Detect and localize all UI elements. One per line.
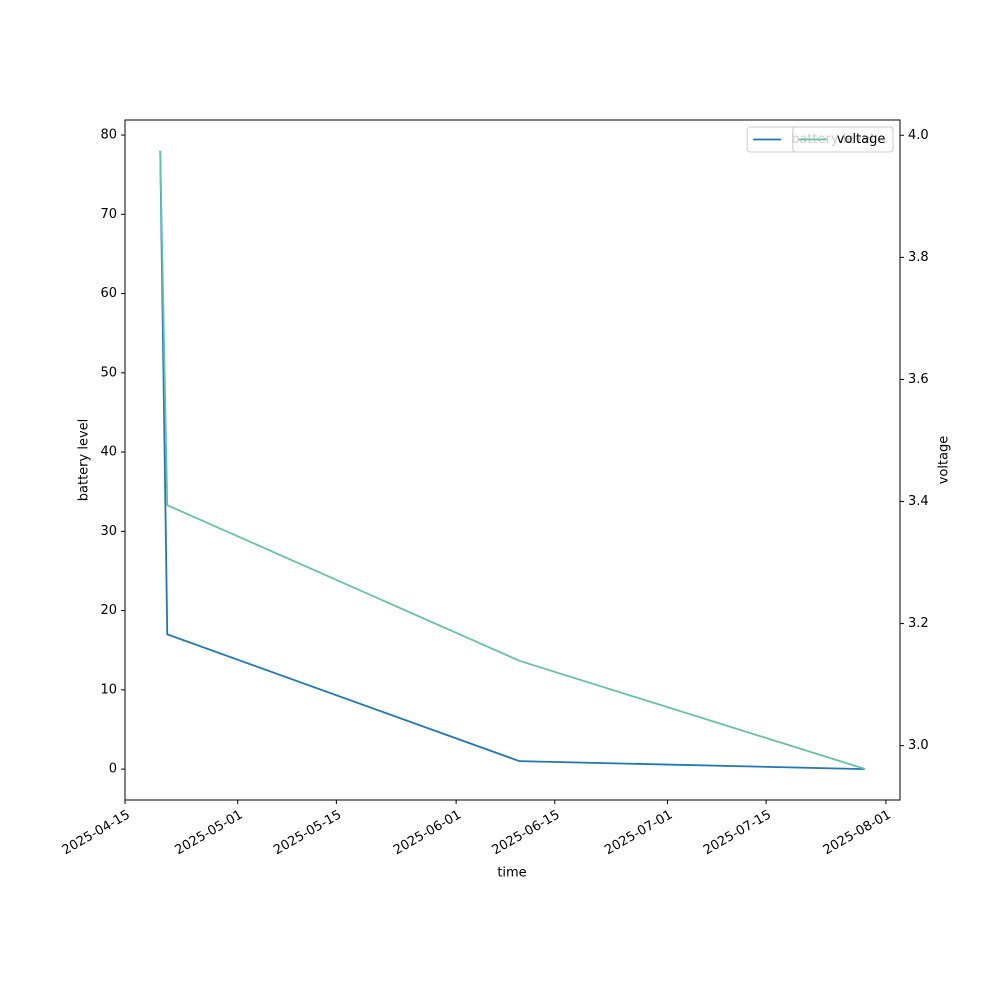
x-axis-label: time	[497, 866, 526, 881]
y2-tick-label: 3.2	[908, 616, 929, 631]
legend-box	[792, 126, 894, 153]
y-tick-label: 10	[100, 682, 117, 697]
x-tick-label: 2025-06-15	[490, 808, 563, 859]
y2-axis-label: voltage	[937, 436, 952, 485]
y-tick-label: 70	[100, 207, 117, 222]
x-tick-label: 2025-04-15	[60, 808, 133, 859]
x-tick-label: 2025-05-15	[271, 808, 344, 859]
x-tick-label: 2025-08-01	[821, 808, 894, 859]
legend-label: voltage	[837, 132, 886, 147]
y2-tick-label: 3.8	[908, 250, 929, 265]
x-tick-label: 2025-05-01	[173, 808, 246, 859]
y-tick-label: 50	[100, 365, 117, 380]
y2-tick-label: 4.0	[908, 128, 929, 143]
plot-frame	[124, 119, 901, 801]
y-tick-label: 40	[100, 445, 117, 460]
y-axis-label: battery level	[77, 419, 92, 502]
y-tick-label: 0	[109, 762, 117, 777]
line	[159, 151, 866, 770]
y-tick-label: 60	[100, 286, 117, 301]
y-tick-label: 20	[100, 603, 117, 618]
y-tick-label: 30	[100, 524, 117, 539]
x-tick-label: 2025-06-01	[391, 808, 464, 859]
y2-tick-label: 3.4	[908, 494, 929, 509]
line	[159, 150, 865, 770]
y-tick-label: 80	[100, 128, 117, 143]
x-tick-label: 2025-07-01	[602, 808, 675, 859]
y2-tick-label: 3.0	[908, 738, 929, 753]
y2-tick-label: 3.6	[908, 372, 929, 387]
x-tick-label: 2025-07-15	[701, 808, 774, 859]
